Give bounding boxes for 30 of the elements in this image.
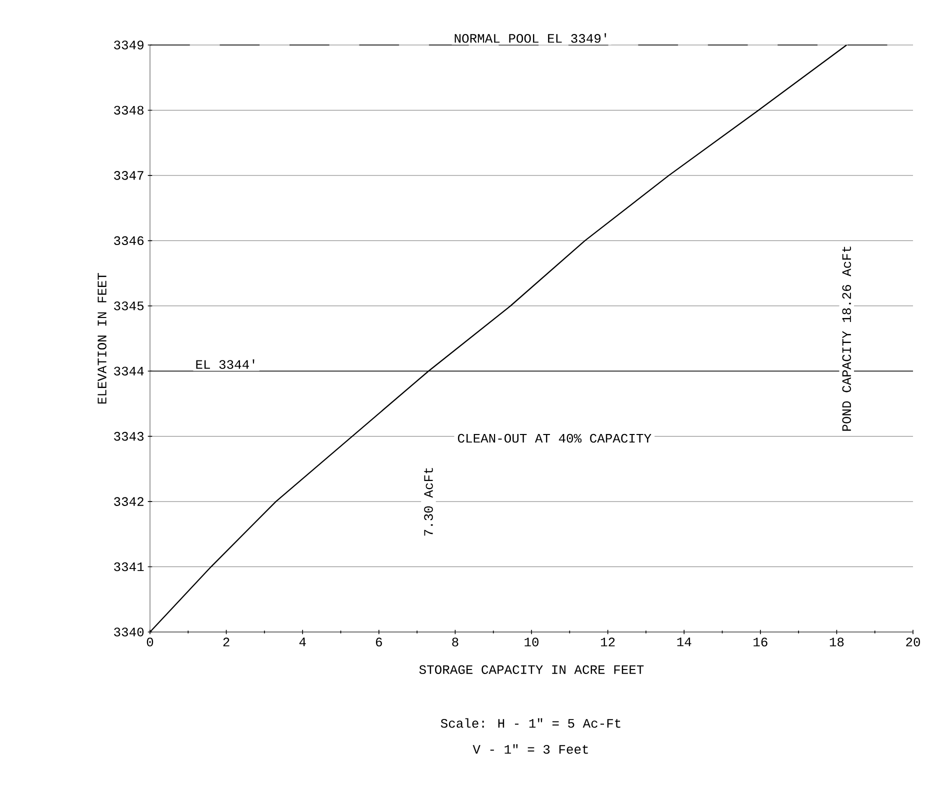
y-axis-title: ELEVATION IN FEET [98, 272, 106, 404]
annotation: 7.30 AcFt [424, 468, 433, 536]
y-tick-label: 3342 [114, 497, 144, 506]
text: Scale: H - 1" = 5 Ac-Ft [440, 718, 620, 728]
ref-line-label: EL 3344' [196, 359, 254, 369]
x-tick-label: 0 [146, 638, 154, 646]
y-tick-label: 3340 [114, 628, 144, 636]
x-tick-label: 20 [906, 638, 920, 646]
x-tick-label: 18 [830, 638, 844, 646]
y-tick-label: 3344 [114, 366, 144, 376]
x-tick-label: 16 [754, 638, 768, 646]
ref-line-label: NORMAL POOL EL 3349' [454, 33, 606, 43]
annotation: POND CAPACITY 18.26 AcFt [842, 246, 852, 431]
x-tick-label: 14 [677, 638, 692, 646]
y-tick-label: 3346 [114, 236, 144, 246]
y-tick-label: 3348 [114, 106, 144, 115]
y-tick-label: 3347 [114, 171, 144, 180]
annotation: CLEAN-OUT AT 40% CAPACITY [458, 434, 652, 443]
x-tick-label: 8 [452, 638, 458, 646]
x-tick-label: 6 [376, 638, 382, 646]
y-tick-label: 3343 [114, 432, 144, 441]
y-tick-label: 3345 [114, 301, 144, 310]
y-tick-label: 3341 [114, 562, 144, 572]
x-axis-title: STORAGE CAPACITY IN ACRE FEET [419, 665, 644, 674]
x-tick-label: 12 [600, 638, 615, 646]
x-tick-label: 2 [223, 638, 230, 646]
x-tick-label: 4 [299, 638, 306, 646]
y-tick-label: 3349 [114, 40, 144, 50]
text: V - 1" = 3 Feet [472, 744, 588, 754]
x-tick-label: 10 [524, 638, 538, 646]
